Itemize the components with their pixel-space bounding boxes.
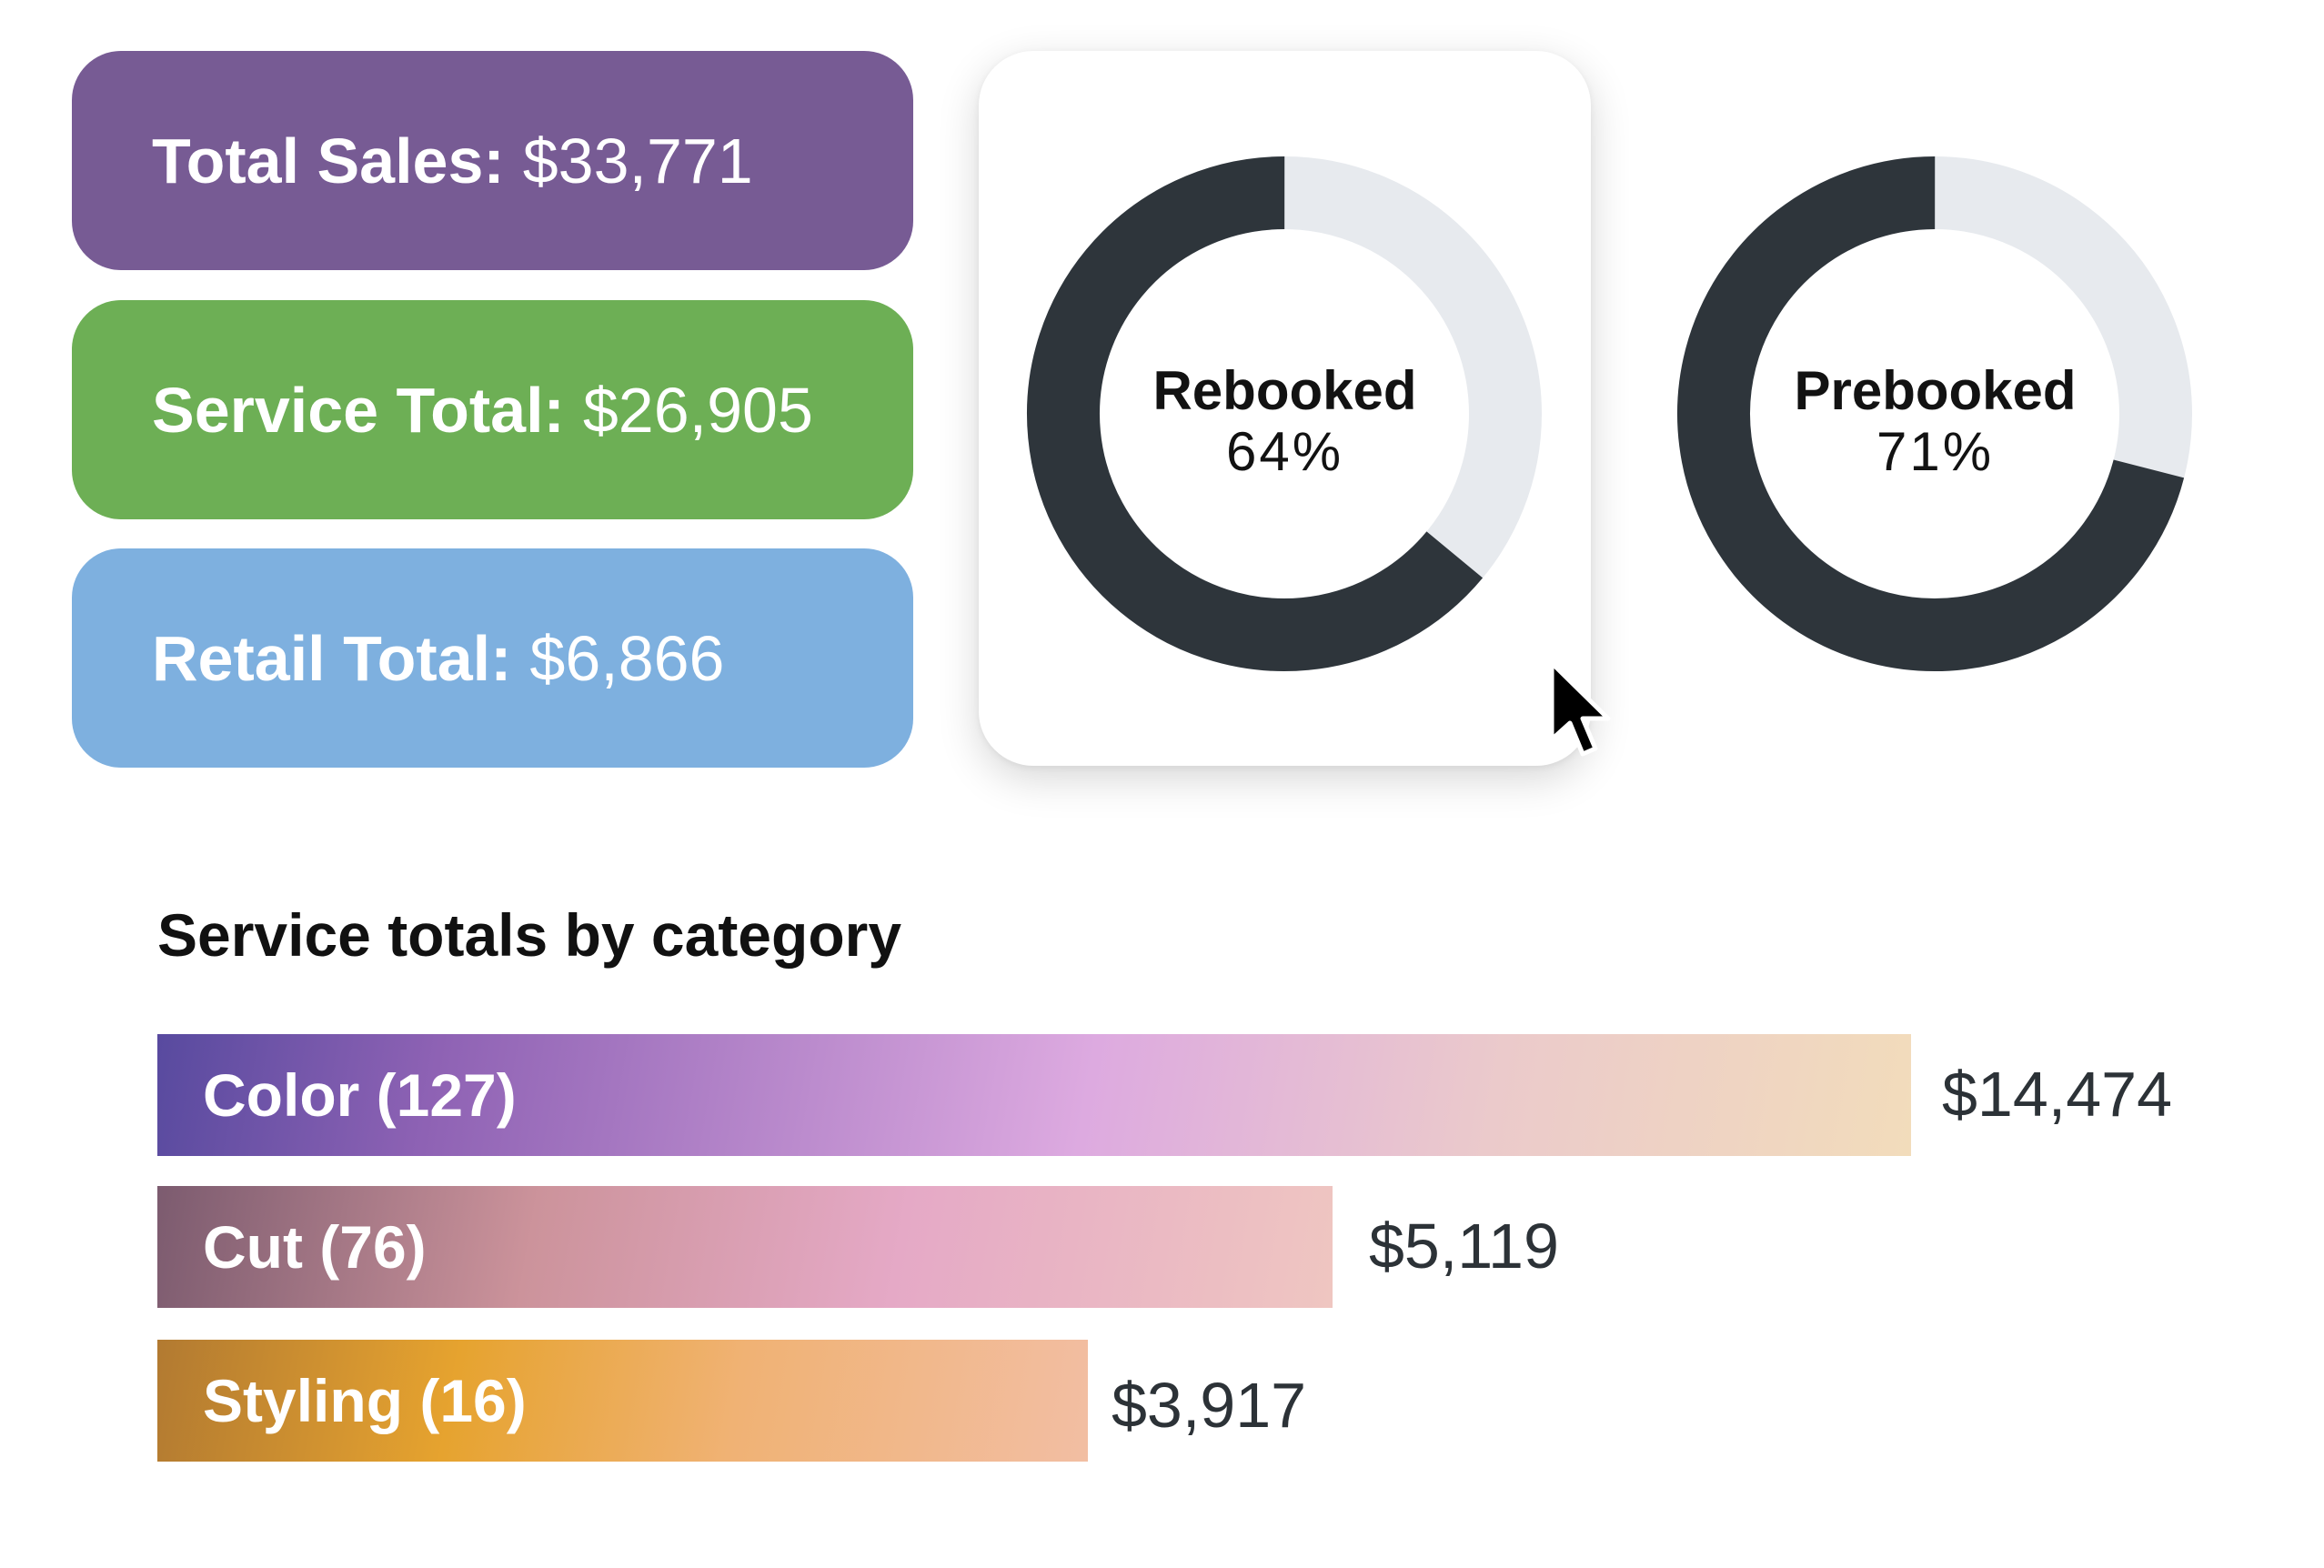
bar-value-styling: $3,917 — [1112, 1370, 1307, 1441]
retail-total-value: $6,866 — [529, 622, 725, 694]
rebooked-donut-card[interactable]: Rebooked 64% — [979, 51, 1591, 766]
donut-fill-arc — [1677, 156, 2192, 671]
retail-total-card[interactable]: Retail Total: $6,866 — [72, 548, 913, 768]
arrow-cursor-icon — [1549, 660, 1611, 757]
service-total-label: Service Total: — [152, 374, 565, 446]
bar-color[interactable]: Color (127) — [157, 1034, 1911, 1156]
bar-value-cut: $5,119 — [1369, 1211, 1559, 1282]
prebooked-donut-card[interactable]: Prebooked 71% — [1629, 51, 2241, 766]
bar-label-color: Color (127) — [203, 1061, 517, 1129]
bar-label-cut: Cut (76) — [203, 1213, 427, 1281]
rebooked-donut-chart — [1027, 156, 1542, 671]
total-sales-card[interactable]: Total Sales: $33,771 — [72, 51, 913, 270]
retail-total-label: Retail Total: — [152, 622, 512, 694]
service-total-value: $26,905 — [582, 374, 813, 446]
rebooked-title: Rebooked — [1152, 360, 1417, 421]
chart-title: Service totals by category — [157, 901, 902, 969]
prebooked-percent: 71% — [1876, 421, 1995, 483]
total-sales-label: Total Sales: — [152, 125, 505, 196]
bar-value-color: $14,474 — [1942, 1059, 2173, 1130]
prebooked-title: Prebooked — [1794, 360, 2077, 421]
total-sales-value: $33,771 — [522, 125, 753, 196]
service-total-card[interactable]: Service Total: $26,905 — [72, 300, 913, 519]
bar-cut[interactable]: Cut (76) — [157, 1186, 1333, 1308]
prebooked-donut-chart — [1677, 156, 2192, 671]
bar-styling[interactable]: Styling (16) — [157, 1340, 1088, 1462]
bar-label-styling: Styling (16) — [203, 1367, 527, 1434]
rebooked-percent: 64% — [1225, 421, 1344, 483]
